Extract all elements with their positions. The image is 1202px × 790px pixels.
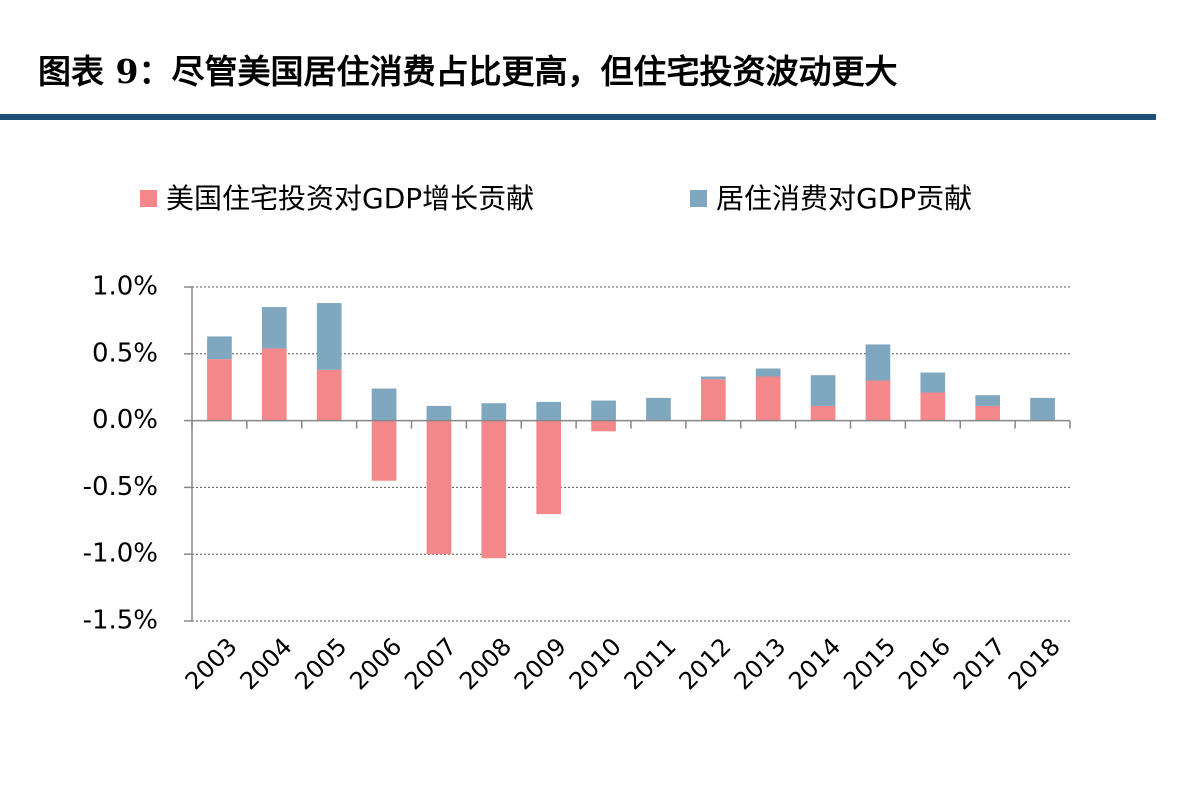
y-tick-label: -0.5% [83, 472, 158, 502]
bar [316, 369, 342, 421]
chart-title: 图表 9：尽管美国居住消费占比更高，但住宅投资波动更大 [38, 52, 897, 91]
bar [1030, 397, 1055, 421]
bar [975, 395, 1001, 406]
y-tick-label: -1.0% [83, 539, 158, 569]
bar [481, 420, 507, 559]
bar [316, 303, 342, 370]
bar [865, 344, 891, 381]
bar [975, 405, 1001, 421]
bar [207, 336, 232, 360]
bar [646, 397, 671, 421]
x-tick-label: 2010 [564, 632, 627, 695]
bar [810, 405, 836, 421]
bar [700, 376, 726, 380]
x-tick-label: 2014 [783, 632, 846, 695]
bar [261, 348, 287, 421]
bar [481, 403, 507, 421]
x-tick-label: 2018 [1003, 632, 1066, 695]
bar [591, 400, 616, 421]
bar [755, 376, 781, 421]
bar [261, 307, 287, 349]
bar [591, 420, 616, 432]
y-tick-label: 0.5% [92, 338, 158, 368]
x-tick-label: 2016 [893, 632, 956, 695]
x-tick-label: 2011 [619, 632, 682, 695]
title-rule [0, 114, 1156, 120]
bar [371, 388, 397, 421]
y-tick-label: 1.0% [92, 272, 158, 302]
x-tick-label: 2017 [948, 632, 1011, 695]
y-tick-label: -1.5% [83, 606, 158, 636]
bar [536, 401, 562, 421]
legend-label: 居住消费对GDP贡献 [716, 182, 972, 215]
bar [755, 368, 781, 377]
bar [536, 420, 562, 515]
bar [810, 375, 836, 406]
x-tick-label: 2005 [289, 632, 352, 695]
x-tick-label: 2003 [180, 632, 243, 695]
bar [700, 379, 726, 421]
x-tick-label: 2008 [454, 632, 517, 695]
bar [865, 380, 891, 421]
legend-label: 美国住宅投资对GDP增长贡献 [166, 182, 534, 215]
x-tick-label: 2007 [399, 632, 462, 695]
y-tick-label: 0.0% [92, 405, 158, 435]
bar [920, 392, 946, 421]
bar [426, 405, 452, 421]
x-tick-label: 2015 [838, 632, 901, 695]
x-tick-label: 2012 [674, 632, 737, 695]
x-tick-label: 2004 [235, 632, 298, 695]
bar [207, 359, 232, 421]
x-tick-label: 2006 [344, 632, 407, 695]
bar [920, 372, 946, 393]
bar [371, 420, 397, 481]
x-tick-label: 2013 [728, 632, 791, 695]
legend-swatch [140, 190, 157, 207]
bar [426, 420, 452, 555]
x-tick-label: 2009 [509, 632, 572, 695]
legend-swatch [690, 190, 707, 207]
